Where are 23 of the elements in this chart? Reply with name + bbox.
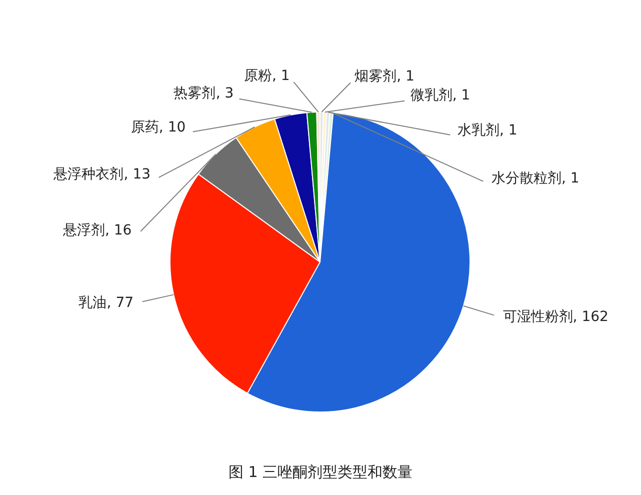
data-label: , 10 xyxy=(158,120,186,136)
data-label: , 1 xyxy=(500,122,518,139)
data-label: , 1 xyxy=(396,68,414,85)
data-label: , 13 xyxy=(124,166,151,183)
text: 图 1 三唑酮剂型类型和数量 xyxy=(228,463,413,481)
slice-label: 悬浮剂 xyxy=(62,222,105,238)
slice-label: 水乳剂 xyxy=(458,122,500,139)
slice-label: 水分散粒剂 xyxy=(492,170,562,187)
data-label: , 3 xyxy=(216,85,234,102)
slice-label: 原药 xyxy=(130,120,159,136)
data-label: , 1 xyxy=(452,88,470,104)
slice-label: 可湿性粉剂 xyxy=(502,308,573,325)
slice-label: 悬浮种衣剂 xyxy=(52,166,124,183)
data-label: , 77 xyxy=(106,294,134,311)
slice-label: 热雾剂 xyxy=(174,85,216,102)
data-label: , 1 xyxy=(562,170,580,187)
slice-label: 烟雾剂 xyxy=(354,68,397,85)
slice-label: 乳油 xyxy=(78,294,107,311)
slice-label: 微乳剂 xyxy=(410,88,452,104)
data-label: , 162 xyxy=(572,308,608,325)
data-label: , 1 xyxy=(272,68,290,84)
data-label: , 16 xyxy=(104,222,132,238)
slice-label: 原粉 xyxy=(244,68,272,84)
